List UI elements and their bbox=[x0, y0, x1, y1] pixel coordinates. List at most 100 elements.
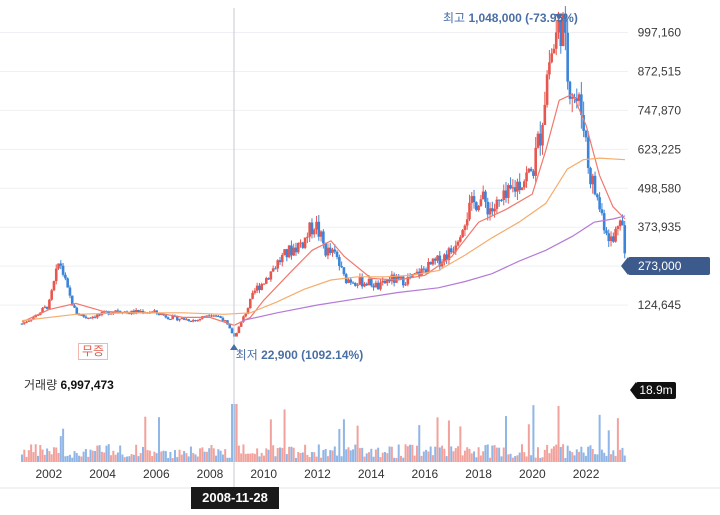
candle bbox=[185, 319, 188, 321]
candle bbox=[48, 299, 51, 309]
candle bbox=[363, 283, 366, 287]
volume-bar bbox=[523, 452, 526, 462]
volume-bar bbox=[345, 449, 348, 462]
volume-bar bbox=[518, 452, 521, 462]
volume-bar bbox=[178, 449, 181, 462]
grid bbox=[0, 32, 628, 306]
volume-bar bbox=[358, 448, 361, 462]
candle bbox=[251, 292, 254, 299]
candle bbox=[301, 242, 305, 248]
volume-bar bbox=[297, 451, 300, 462]
volume-bar bbox=[525, 456, 528, 462]
volume-bar bbox=[308, 457, 311, 462]
candle bbox=[335, 251, 339, 258]
volume-bar bbox=[281, 447, 284, 462]
candle bbox=[390, 274, 394, 282]
candle bbox=[605, 230, 608, 234]
volume-bar bbox=[539, 457, 542, 462]
volume-bar bbox=[468, 448, 471, 462]
candle bbox=[308, 222, 311, 237]
volume-bar bbox=[27, 450, 30, 462]
year-tick-label: 2004 bbox=[89, 467, 116, 481]
volume-bar bbox=[342, 419, 345, 462]
volume-bar bbox=[260, 452, 263, 462]
candle bbox=[491, 208, 494, 212]
volume-bar bbox=[349, 450, 352, 462]
volume-bar bbox=[546, 444, 549, 462]
volume-bar bbox=[461, 455, 464, 462]
volume-bar bbox=[253, 453, 256, 462]
year-axis: 2002 2004 2006 2008 2010 2012 2014 2016 2018 2020… bbox=[36, 467, 600, 481]
candle bbox=[354, 283, 357, 286]
candle bbox=[463, 225, 467, 231]
volume-bar bbox=[603, 452, 606, 462]
volume-bar bbox=[495, 447, 498, 462]
volume-bar bbox=[135, 444, 138, 462]
candle bbox=[191, 320, 195, 322]
candle bbox=[427, 261, 430, 274]
volume-bar bbox=[486, 444, 489, 462]
candle bbox=[520, 187, 524, 191]
volume-bar bbox=[584, 455, 587, 462]
candle bbox=[214, 315, 218, 317]
candle bbox=[68, 287, 72, 296]
volume-bar bbox=[98, 445, 101, 462]
volume-bar bbox=[500, 456, 503, 462]
volume-bar bbox=[388, 446, 391, 462]
candle bbox=[443, 254, 446, 262]
candle bbox=[54, 268, 58, 282]
volume-bar bbox=[482, 451, 485, 462]
volume-bar bbox=[331, 450, 334, 462]
volume-bar bbox=[493, 445, 496, 462]
volume-bar bbox=[598, 414, 601, 462]
volume-bar bbox=[34, 444, 37, 462]
candle bbox=[365, 283, 369, 286]
candle bbox=[484, 191, 487, 202]
candle bbox=[477, 205, 480, 211]
year-tick-label: 2016 bbox=[412, 467, 439, 481]
volume-bar bbox=[607, 430, 610, 462]
volume-bar bbox=[361, 447, 364, 462]
volume-bar bbox=[434, 446, 437, 462]
candle bbox=[342, 267, 346, 275]
candle bbox=[317, 221, 321, 237]
candle bbox=[139, 310, 143, 313]
volume-bar bbox=[454, 448, 457, 462]
candle bbox=[75, 307, 79, 315]
candle bbox=[303, 237, 307, 248]
volume-bar bbox=[596, 454, 599, 462]
candle bbox=[338, 257, 341, 267]
volume-bar bbox=[285, 454, 288, 462]
volume-bars bbox=[21, 404, 626, 462]
volume-bar bbox=[322, 450, 325, 462]
candle bbox=[449, 248, 453, 253]
volume-bar bbox=[231, 404, 234, 462]
candle bbox=[217, 315, 220, 317]
candle bbox=[438, 255, 442, 267]
candle bbox=[596, 194, 599, 198]
candle bbox=[278, 260, 282, 263]
year-tick-label: 2010 bbox=[250, 467, 277, 481]
candle bbox=[623, 225, 627, 254]
volume-bar bbox=[103, 452, 106, 462]
volume-bar bbox=[258, 456, 261, 462]
volume-bar bbox=[59, 436, 62, 462]
volume-bar bbox=[126, 456, 129, 462]
candle bbox=[559, 20, 563, 47]
candle bbox=[175, 316, 179, 321]
volume-bar bbox=[208, 448, 211, 462]
volume-bar bbox=[571, 452, 574, 462]
volume-bar bbox=[534, 457, 537, 462]
year-tick-label: 2022 bbox=[573, 467, 600, 481]
candle bbox=[50, 290, 53, 300]
candle bbox=[612, 236, 615, 242]
event-badge[interactable]: 무증 bbox=[78, 343, 109, 360]
candle bbox=[155, 310, 159, 314]
candle bbox=[468, 202, 471, 220]
volume-bar bbox=[119, 445, 122, 462]
candle bbox=[513, 187, 517, 192]
candle bbox=[29, 319, 33, 321]
volume-bar bbox=[123, 457, 126, 462]
